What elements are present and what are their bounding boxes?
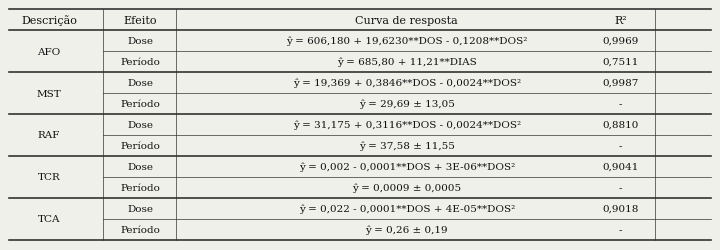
Text: Período: Período bbox=[120, 100, 161, 108]
Text: Período: Período bbox=[120, 58, 161, 67]
Text: -: - bbox=[619, 142, 622, 150]
Text: Curva de resposta: Curva de resposta bbox=[356, 16, 458, 26]
Text: Período: Período bbox=[120, 183, 161, 192]
Text: Dose: Dose bbox=[127, 204, 153, 213]
Text: ŷ = 29,69 ± 13,05: ŷ = 29,69 ± 13,05 bbox=[359, 99, 455, 109]
Text: ŷ = 606,180 + 19,6230**DOS - 0,1208**DOS²: ŷ = 606,180 + 19,6230**DOS - 0,1208**DOS… bbox=[286, 37, 528, 46]
Text: RAF: RAF bbox=[37, 131, 60, 140]
Text: Dose: Dose bbox=[127, 79, 153, 88]
Text: 0,9041: 0,9041 bbox=[603, 162, 639, 171]
Text: -: - bbox=[619, 100, 622, 108]
Text: ŷ = 37,58 ± 11,55: ŷ = 37,58 ± 11,55 bbox=[359, 141, 455, 151]
Text: AFO: AFO bbox=[37, 47, 60, 56]
Text: -: - bbox=[619, 225, 622, 234]
Text: R²: R² bbox=[614, 16, 627, 26]
Text: ŷ = 0,002 - 0,0001**DOS + 3E-06**DOS²: ŷ = 0,002 - 0,0001**DOS + 3E-06**DOS² bbox=[299, 162, 515, 172]
Text: ŷ = 0,26 ± 0,19: ŷ = 0,26 ± 0,19 bbox=[366, 225, 448, 234]
Text: 0,9987: 0,9987 bbox=[603, 79, 639, 88]
Text: ŷ = 31,175 + 0,3116**DOS - 0,0024**DOS²: ŷ = 31,175 + 0,3116**DOS - 0,0024**DOS² bbox=[293, 120, 521, 130]
Text: ŷ = 19,369 + 0,3846**DOS - 0,0024**DOS²: ŷ = 19,369 + 0,3846**DOS - 0,0024**DOS² bbox=[293, 78, 521, 88]
Text: Período: Período bbox=[120, 225, 161, 234]
Text: Dose: Dose bbox=[127, 120, 153, 130]
Text: TCA: TCA bbox=[37, 214, 60, 224]
Text: 0,9969: 0,9969 bbox=[603, 37, 639, 46]
Text: Dose: Dose bbox=[127, 162, 153, 171]
Text: 0,9018: 0,9018 bbox=[603, 204, 639, 213]
Text: Dose: Dose bbox=[127, 37, 153, 46]
Text: ŷ = 685,80 + 11,21**DIAS: ŷ = 685,80 + 11,21**DIAS bbox=[337, 58, 477, 67]
Text: -: - bbox=[619, 183, 622, 192]
Text: 0,7511: 0,7511 bbox=[603, 58, 639, 67]
Text: 0,8810: 0,8810 bbox=[603, 120, 639, 130]
Text: Descrição: Descrição bbox=[21, 15, 77, 26]
Text: MST: MST bbox=[37, 89, 61, 98]
Text: ŷ = 0,022 - 0,0001**DOS + 4E-05**DOS²: ŷ = 0,022 - 0,0001**DOS + 4E-05**DOS² bbox=[299, 204, 515, 213]
Text: ŷ = 0,0009 ± 0,0005: ŷ = 0,0009 ± 0,0005 bbox=[352, 183, 462, 192]
Text: Período: Período bbox=[120, 142, 161, 150]
Text: Efeito: Efeito bbox=[124, 16, 157, 26]
Text: TCR: TCR bbox=[37, 173, 60, 182]
